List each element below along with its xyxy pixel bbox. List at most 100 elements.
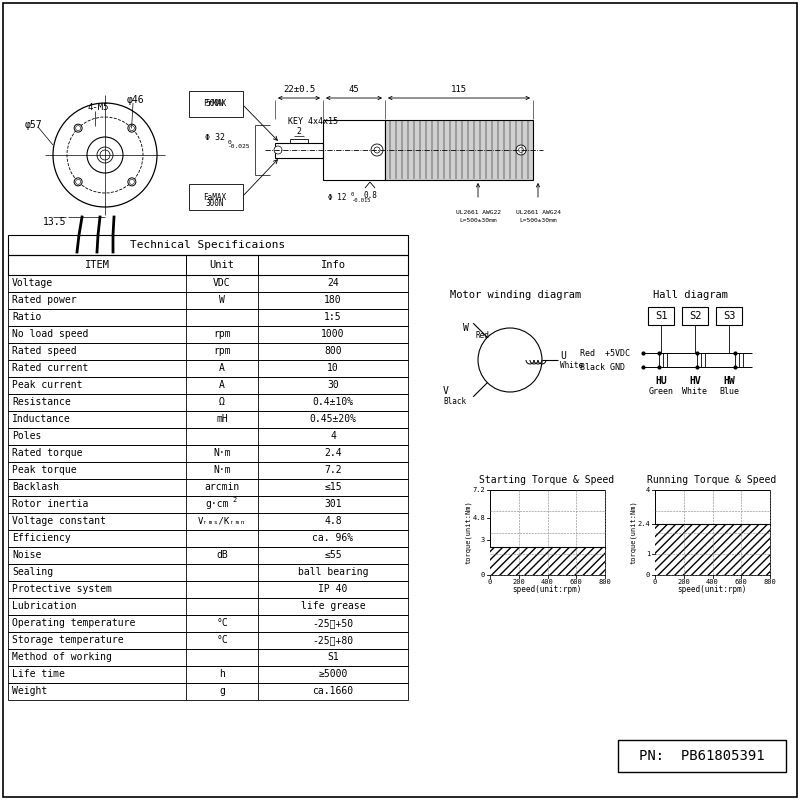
- Text: HV: HV: [689, 376, 701, 386]
- Text: Starting Torque & Speed: Starting Torque & Speed: [479, 475, 614, 485]
- Bar: [8, 292, 408, 309]
- Text: Vᵣₘₛ/Kᵣₘₙ: Vᵣₘₛ/Kᵣₘₙ: [198, 517, 246, 526]
- Bar: [8, 309, 408, 326]
- Circle shape: [128, 124, 136, 132]
- Text: 600: 600: [570, 579, 582, 585]
- Text: 0: 0: [228, 139, 232, 145]
- Bar: [275, 143, 323, 158]
- Text: Red: Red: [475, 330, 489, 340]
- Text: 800: 800: [324, 346, 342, 356]
- Text: rpm: rpm: [213, 346, 231, 356]
- Circle shape: [374, 147, 380, 153]
- Circle shape: [87, 137, 123, 173]
- Bar: [8, 632, 408, 649]
- Circle shape: [53, 103, 157, 207]
- Text: Red  +5VDC: Red +5VDC: [580, 349, 630, 358]
- Text: Backlash: Backlash: [12, 482, 59, 492]
- Text: W: W: [219, 295, 225, 305]
- Circle shape: [130, 179, 134, 184]
- Text: 200: 200: [678, 579, 690, 585]
- Bar: [8, 649, 408, 666]
- Text: ca.1660: ca.1660: [313, 686, 354, 696]
- Text: 22±0.5: 22±0.5: [283, 86, 315, 94]
- Text: Φ 32: Φ 32: [205, 134, 225, 142]
- Circle shape: [67, 117, 143, 193]
- Circle shape: [516, 145, 526, 155]
- Text: -25～+80: -25～+80: [313, 635, 354, 645]
- Text: speed(unit:rpm): speed(unit:rpm): [678, 585, 746, 594]
- Text: Unit: Unit: [210, 260, 234, 270]
- Bar: [682, 307, 708, 325]
- Circle shape: [371, 144, 383, 156]
- Text: Peak torque: Peak torque: [12, 465, 77, 475]
- Text: S1: S1: [654, 311, 667, 321]
- Circle shape: [76, 179, 81, 184]
- Bar: [8, 496, 408, 513]
- Text: 0: 0: [653, 579, 657, 585]
- Bar: [8, 235, 408, 255]
- Text: 1: 1: [646, 550, 650, 557]
- Text: L=500±30mm: L=500±30mm: [459, 218, 497, 222]
- Text: UL2661 AWG22: UL2661 AWG22: [455, 210, 501, 214]
- Text: 0: 0: [351, 191, 354, 197]
- Text: No load speed: No load speed: [12, 329, 88, 339]
- Text: Sealing: Sealing: [12, 567, 53, 577]
- Bar: [8, 343, 408, 360]
- Text: Method of working: Method of working: [12, 652, 112, 662]
- Text: IP 40: IP 40: [318, 584, 348, 594]
- Bar: [8, 462, 408, 479]
- Text: 0.8: 0.8: [363, 190, 377, 199]
- Circle shape: [74, 124, 82, 132]
- Text: 0.4±10%: 0.4±10%: [313, 397, 354, 407]
- Text: -25～+50: -25～+50: [313, 618, 354, 628]
- Text: Technical Specificaions: Technical Specificaions: [130, 240, 286, 250]
- Text: 800: 800: [764, 579, 776, 585]
- Text: 400: 400: [706, 579, 719, 585]
- Text: Efficiency: Efficiency: [12, 533, 70, 543]
- Text: FaMAX: FaMAX: [203, 193, 226, 202]
- Text: Lubrication: Lubrication: [12, 601, 77, 611]
- Text: dB: dB: [216, 550, 228, 560]
- Circle shape: [100, 150, 110, 160]
- Text: Rated power: Rated power: [12, 295, 77, 305]
- Text: rpm: rpm: [213, 329, 231, 339]
- Text: HW: HW: [723, 376, 735, 386]
- Text: 0: 0: [481, 572, 485, 578]
- Text: 2: 2: [297, 126, 302, 135]
- Bar: [8, 275, 408, 292]
- Bar: [716, 307, 742, 325]
- Text: Life time: Life time: [12, 669, 65, 679]
- Text: PN:  PB61805391: PN: PB61805391: [639, 749, 765, 763]
- Bar: [655, 524, 770, 575]
- Text: Voltage constant: Voltage constant: [12, 516, 106, 526]
- Text: 4: 4: [330, 431, 336, 441]
- Text: FrMAX: FrMAX: [203, 99, 226, 109]
- Bar: [8, 598, 408, 615]
- Text: S3: S3: [722, 311, 735, 321]
- Text: Resistance: Resistance: [12, 397, 70, 407]
- Bar: [8, 615, 408, 632]
- Bar: [8, 411, 408, 428]
- Text: White: White: [560, 361, 583, 370]
- Circle shape: [74, 178, 82, 186]
- Text: 2: 2: [233, 497, 237, 503]
- Text: 3: 3: [481, 537, 485, 542]
- Bar: [490, 546, 605, 575]
- Text: Hall diagram: Hall diagram: [653, 290, 728, 300]
- Bar: [8, 445, 408, 462]
- Bar: [323, 120, 385, 180]
- Text: mH: mH: [216, 414, 228, 424]
- Bar: [8, 394, 408, 411]
- FancyBboxPatch shape: [189, 91, 243, 117]
- Text: L=500±30mm: L=500±30mm: [519, 218, 557, 222]
- Bar: [8, 377, 408, 394]
- Bar: [8, 683, 408, 700]
- Text: KEY 4x4x15: KEY 4x4x15: [288, 117, 338, 126]
- Text: speed(unit:rpm): speed(unit:rpm): [512, 585, 582, 594]
- Bar: [8, 564, 408, 581]
- Text: ITEM: ITEM: [85, 260, 110, 270]
- Text: Rated torque: Rated torque: [12, 448, 82, 458]
- Bar: [8, 326, 408, 343]
- Text: Ratio: Ratio: [12, 312, 42, 322]
- Text: Motor winding diagram: Motor winding diagram: [450, 290, 582, 300]
